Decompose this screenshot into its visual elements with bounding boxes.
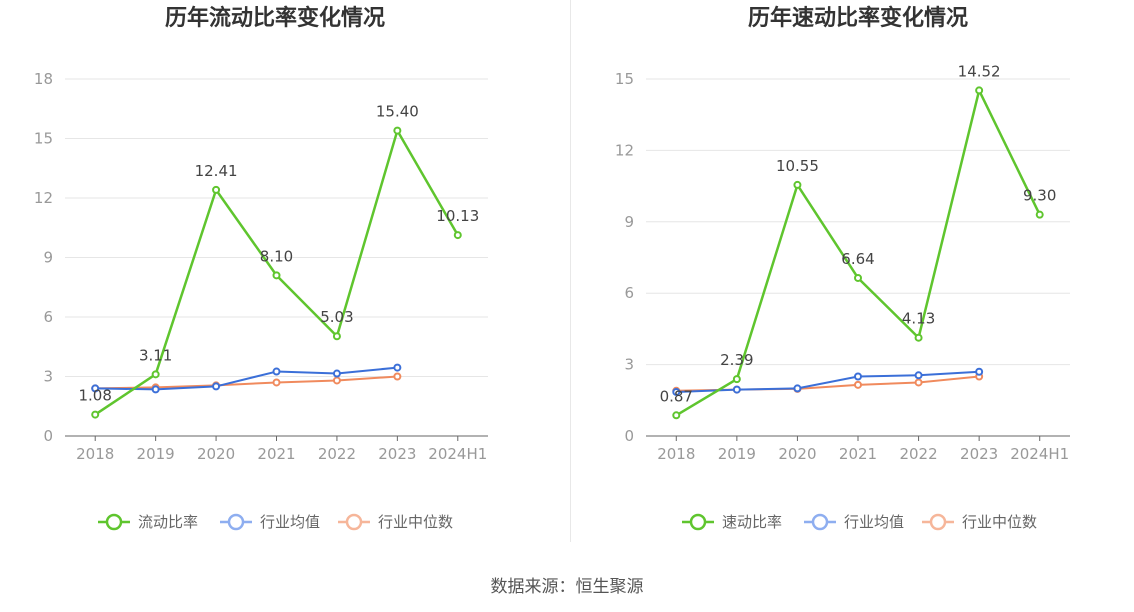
data-point — [854, 273, 862, 282]
data-label: 10.55 — [776, 157, 819, 175]
x-tick-label: 2023 — [378, 445, 416, 463]
data-point — [332, 369, 341, 378]
data-label: 3.11 — [139, 346, 172, 364]
x-tick-label: 2021 — [257, 445, 295, 463]
data-point — [793, 180, 802, 189]
data-label: 10.13 — [436, 207, 479, 225]
data-label: 12.41 — [195, 162, 238, 180]
data-source-note: 数据来源：恒生聚源 — [490, 577, 644, 597]
y-tick-label: 12 — [615, 141, 634, 159]
data-point — [854, 380, 862, 389]
legend-item[interactable]: 行业均值 — [804, 513, 904, 531]
data-point — [914, 371, 923, 380]
series-line — [95, 375, 398, 390]
x-tick-label: 2018 — [657, 445, 695, 463]
y-tick-label: 15 — [615, 70, 634, 88]
legend-item[interactable]: 行业中位数 — [922, 513, 1037, 531]
data-point — [212, 382, 221, 391]
legend-marker — [227, 513, 245, 531]
legend-marker — [105, 513, 123, 531]
data-point — [453, 231, 462, 240]
quick-ratio-chart: 历年速动比率变化情况 0 3 6 9 12 15 2018 2019 2020 2021 2022 20… — [615, 5, 1070, 531]
y-tick-label: 9 — [43, 249, 53, 267]
data-point — [151, 370, 160, 379]
legend-item[interactable]: 行业中位数 — [338, 513, 453, 531]
x-tick-label: 2019 — [137, 445, 175, 463]
y-tick-label: 3 — [624, 356, 634, 374]
data-label: 0.87 — [660, 387, 693, 405]
data-point — [393, 372, 402, 381]
y-tick-label: 3 — [43, 368, 53, 386]
data-point — [393, 126, 402, 135]
data-point — [91, 410, 100, 419]
series-line — [95, 366, 398, 391]
x-tick-label: 2024H1 — [1010, 445, 1069, 463]
legend-label: 速动比率 — [722, 513, 782, 531]
data-point — [332, 376, 341, 385]
legend-marker — [345, 513, 363, 531]
chart-divider — [570, 0, 571, 542]
data-point — [793, 384, 802, 393]
legend-marker — [689, 513, 707, 531]
data-point — [975, 86, 984, 95]
data-point — [732, 375, 741, 384]
y-tick-label: 0 — [43, 427, 53, 445]
data-point — [672, 387, 681, 396]
x-tick-label: 2023 — [960, 445, 998, 463]
y-tick-label: 9 — [624, 213, 634, 231]
x-tick-label: 2024H1 — [428, 445, 487, 463]
data-label: 1.08 — [79, 387, 112, 405]
legend-item[interactable]: 行业均值 — [220, 513, 320, 531]
data-point — [272, 271, 281, 280]
x-tick-label: 2019 — [718, 445, 756, 463]
y-tick-label: 6 — [624, 284, 634, 302]
legend-item[interactable]: 速动比率 — [682, 513, 782, 531]
data-label: 5.03 — [320, 308, 353, 326]
data-point — [854, 372, 862, 381]
data-label: 9.30 — [1023, 187, 1056, 205]
data-point — [975, 367, 984, 376]
chart-title: 历年速动比率变化情况 — [748, 5, 968, 31]
data-point — [272, 367, 281, 376]
legend-label: 行业均值 — [844, 513, 904, 531]
data-label: 14.52 — [958, 62, 1001, 80]
y-tick-label: 12 — [34, 189, 53, 207]
legend-label: 行业中位数 — [378, 513, 453, 531]
x-tick-label: 2022 — [318, 445, 356, 463]
legend-label: 行业均值 — [260, 513, 320, 531]
chart-title: 历年流动比率变化情况 — [165, 5, 385, 31]
x-tick-label: 2020 — [197, 445, 235, 463]
y-tick-label: 6 — [43, 308, 53, 326]
y-tick-label: 18 — [34, 70, 53, 88]
data-label: 8.10 — [260, 247, 293, 265]
legend-label: 流动比率 — [138, 513, 198, 531]
legend-marker — [929, 513, 947, 531]
data-label: 15.40 — [376, 103, 419, 121]
y-tick-label: 0 — [624, 427, 634, 445]
x-tick-label: 2020 — [778, 445, 816, 463]
data-point — [332, 332, 341, 341]
legend-marker — [811, 513, 829, 531]
legend-label: 行业中位数 — [962, 513, 1037, 531]
data-point — [914, 333, 923, 342]
y-tick-label: 15 — [34, 130, 53, 148]
data-point — [672, 411, 681, 420]
legend-item[interactable]: 流动比率 — [98, 513, 198, 531]
x-tick-label: 2021 — [839, 445, 877, 463]
data-point — [212, 185, 221, 194]
data-label: 4.13 — [902, 310, 935, 328]
data-point — [914, 378, 923, 387]
data-label: 2.39 — [720, 351, 753, 369]
data-point — [272, 378, 281, 387]
current-ratio-chart: 历年流动比率变化情况 0 3 6 9 12 15 18 2018 2019 2020 2021 2022… — [34, 5, 488, 531]
data-point — [1035, 210, 1044, 219]
data-point — [91, 384, 100, 393]
x-tick-label: 2018 — [76, 445, 114, 463]
data-point — [732, 385, 741, 394]
data-point — [393, 363, 402, 372]
series-line — [676, 370, 980, 393]
x-tick-label: 2022 — [899, 445, 937, 463]
data-point — [151, 385, 160, 394]
data-label: 6.64 — [841, 250, 874, 268]
